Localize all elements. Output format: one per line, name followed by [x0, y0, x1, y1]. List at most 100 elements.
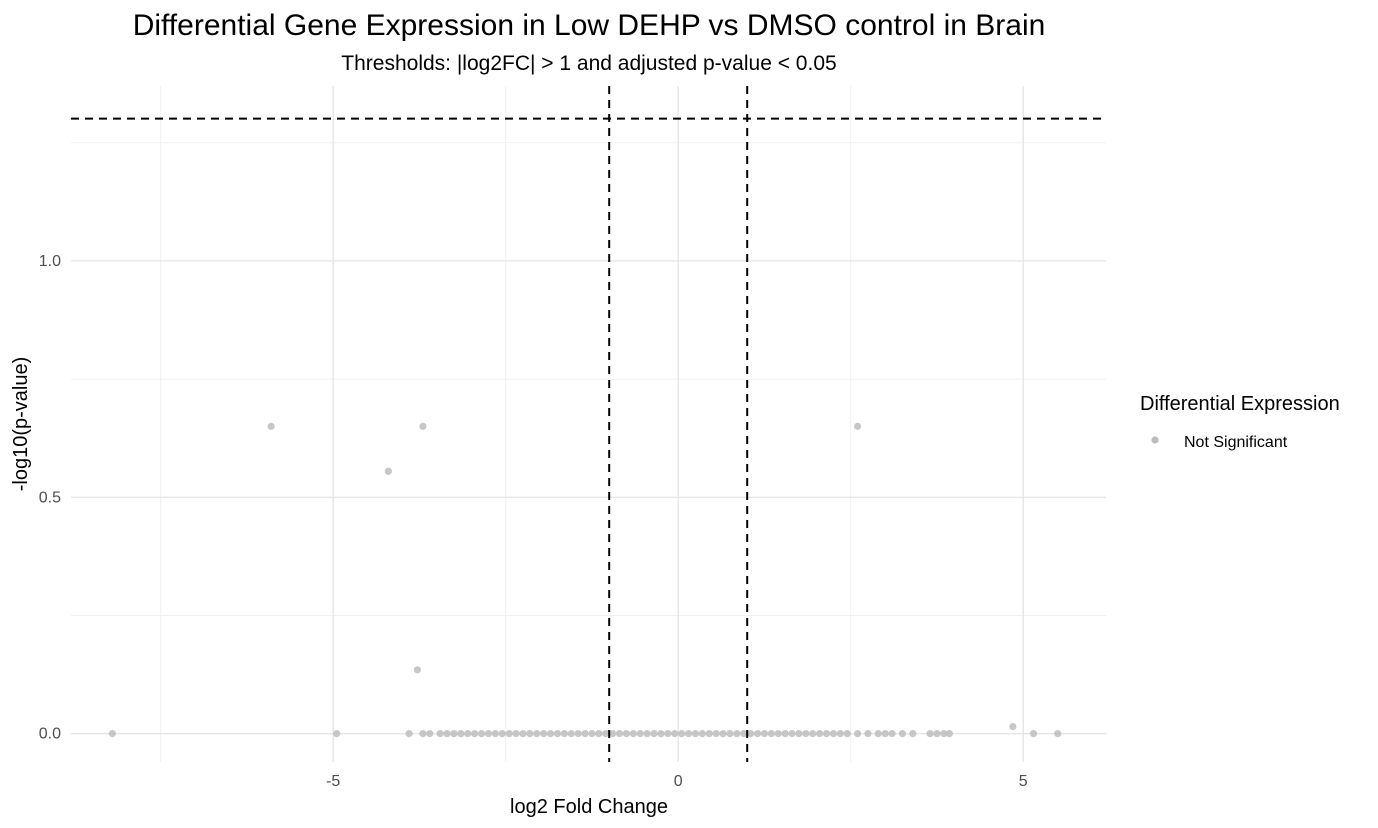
data-point [491, 730, 499, 738]
data-point [795, 730, 803, 738]
data-point [854, 730, 862, 738]
data-point [477, 730, 486, 738]
data-points [108, 422, 1062, 738]
data-point [854, 422, 862, 430]
data-point [864, 730, 872, 738]
data-point [560, 730, 568, 738]
y-tick-label: 0.0 [39, 726, 61, 743]
data-point [384, 467, 392, 475]
data-point [809, 730, 817, 738]
data-point [726, 730, 734, 738]
data-point [940, 730, 948, 738]
data-point [426, 730, 434, 738]
y-axis-title: -log10(p-value) [10, 357, 32, 492]
data-point [505, 730, 513, 738]
major-gridlines [71, 86, 1106, 762]
data-point [760, 730, 769, 738]
data-point [419, 422, 427, 430]
data-point [629, 730, 637, 738]
data-point [540, 730, 548, 738]
data-point [595, 730, 603, 738]
chart-subtitle: Thresholds: |log2FC| > 1 and adjusted p-… [341, 52, 836, 75]
data-point [843, 730, 851, 738]
data-point [643, 730, 651, 738]
threshold-lines [71, 86, 1106, 762]
data-point [898, 730, 907, 738]
data-point [436, 730, 444, 738]
data-point [719, 730, 727, 738]
legend-label-not-significant: Not Significant [1184, 434, 1288, 451]
data-point [926, 730, 934, 738]
data-point [733, 730, 741, 738]
data-point [650, 730, 658, 738]
data-point [671, 730, 679, 738]
data-point [881, 730, 889, 738]
legend: Differential Expression Not Significant [1140, 393, 1340, 451]
data-point [574, 730, 582, 738]
y-tick-label: 1.0 [39, 253, 61, 270]
x-axis-ticks: -5 0 5 [326, 773, 1028, 790]
data-point [698, 730, 706, 738]
data-point [822, 730, 831, 738]
data-point [622, 730, 631, 738]
data-point [546, 730, 555, 738]
data-point [636, 730, 644, 738]
data-point [829, 730, 838, 738]
data-point [788, 730, 796, 738]
data-point [874, 730, 882, 738]
data-point [471, 730, 479, 738]
data-point [602, 730, 610, 738]
data-point [705, 730, 713, 738]
data-point [816, 730, 824, 738]
minor-gridlines [71, 86, 1106, 762]
data-point [419, 730, 427, 738]
data-point [657, 730, 665, 738]
data-point [108, 730, 116, 738]
legend-key-not-significant [1151, 436, 1159, 444]
data-point [526, 730, 534, 738]
x-axis-title: log2 Fold Change [510, 796, 668, 818]
data-point [1029, 730, 1038, 738]
data-point [753, 730, 762, 738]
data-point [933, 730, 941, 738]
x-tick-label: 0 [674, 773, 683, 790]
data-point [1009, 722, 1017, 731]
data-point [678, 730, 686, 738]
data-point [553, 730, 562, 738]
y-tick-label: 0.5 [39, 489, 61, 506]
data-point [450, 730, 458, 738]
data-point [533, 730, 541, 738]
data-point [781, 730, 789, 738]
data-point [333, 730, 341, 738]
data-point [747, 730, 755, 738]
data-point [909, 730, 917, 738]
data-point [512, 730, 520, 738]
data-point [581, 730, 589, 738]
data-point [712, 730, 720, 738]
data-point [836, 730, 844, 738]
data-point [498, 730, 506, 738]
data-point [774, 730, 782, 738]
data-point [567, 730, 575, 738]
x-tick-label: -5 [326, 773, 340, 790]
data-point [484, 730, 493, 738]
data-point [1054, 730, 1062, 738]
data-point [740, 730, 748, 738]
data-point [267, 422, 275, 430]
data-point [767, 730, 775, 738]
y-axis-ticks: 0.0 0.5 1.0 [39, 253, 61, 743]
data-point [664, 730, 672, 738]
data-point [945, 730, 953, 738]
chart-title: Differential Gene Expression in Low DEHP… [133, 9, 1046, 42]
data-point [691, 730, 700, 738]
data-point [457, 730, 465, 738]
data-point [588, 730, 596, 738]
data-point [443, 730, 451, 738]
data-point [888, 730, 896, 738]
data-point [802, 730, 810, 738]
data-point [615, 730, 624, 738]
data-point [609, 730, 617, 738]
data-point [684, 730, 693, 738]
data-point [519, 730, 527, 738]
